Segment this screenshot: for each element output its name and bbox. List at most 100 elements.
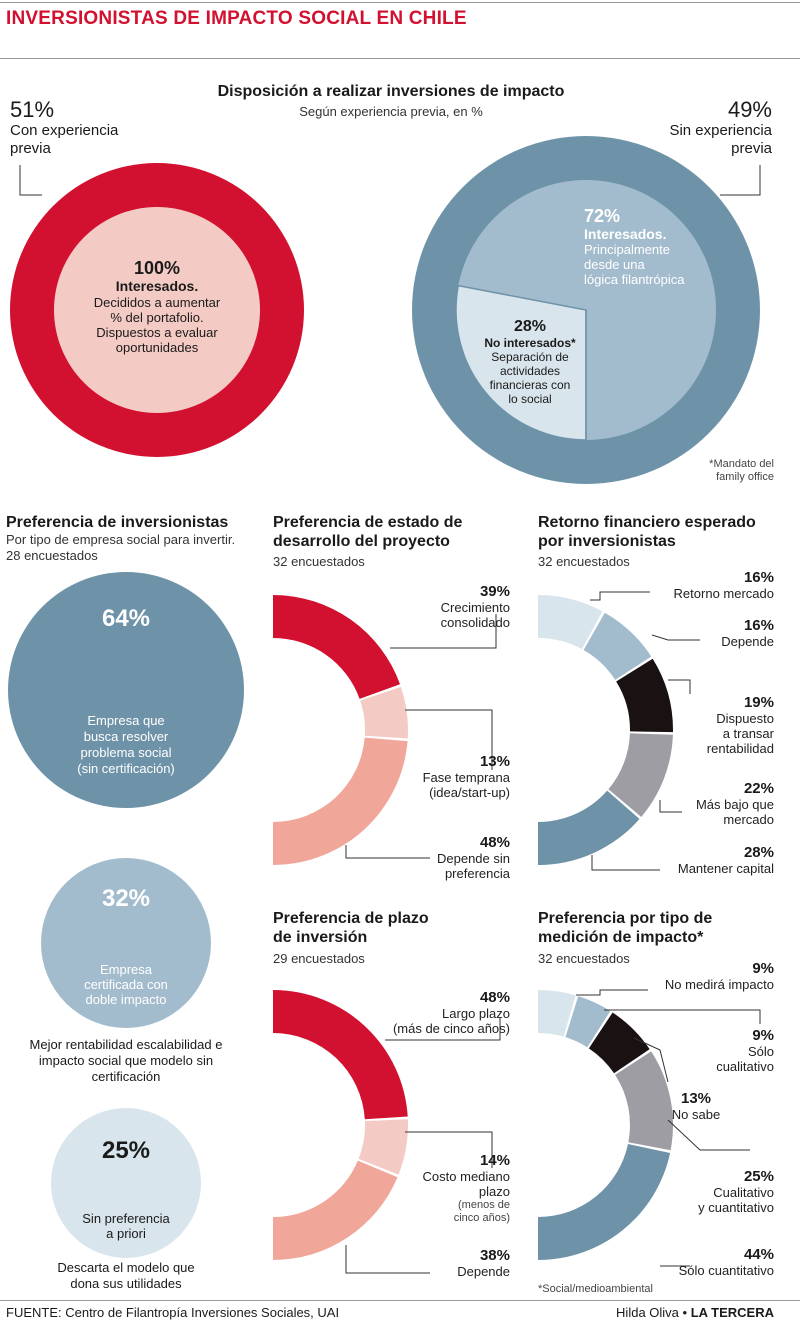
bubble-25-label: Sin preferencia a priori [82, 1211, 170, 1241]
col3b-pct-1: 9% [752, 1027, 774, 1044]
col3a-label-2: Dispuesto a transar rentabilidad [706, 711, 774, 756]
col2b-pct-1: 14% [479, 1152, 510, 1169]
col3a-pct-4: 28% [743, 844, 774, 861]
col2b-label-1: Costo mediano plazo [422, 1169, 510, 1199]
col2b-leader-0 [385, 1018, 501, 1041]
right-no-text: Separación de actividades financieras co… [489, 350, 571, 406]
left-pct: 51% [10, 97, 55, 122]
right-no-pct: 28% [513, 318, 547, 335]
col2b-label-0: Largo plazo [442, 1006, 510, 1021]
col3b-segment-1 [565, 996, 611, 1048]
col3b-segment-0 [538, 990, 576, 1037]
footer-outlet: LA TERCERA [690, 1305, 774, 1320]
footer-bullet: • [682, 1305, 691, 1320]
col2b-note-0: (más de cinco años) [392, 1021, 510, 1036]
col3b-label-3: Cualitativo y cuantitativo [698, 1185, 774, 1215]
col3a-label-0: Retorno mercado [673, 586, 774, 601]
col3b-label-1: Sólo cualitativo [716, 1044, 774, 1074]
col2a-label-1: Fase temprana (idea/start-up) [422, 770, 510, 800]
col1-subtitle: Por tipo de empresa social para invertir… [6, 532, 236, 563]
col2b-segment-0 [273, 990, 408, 1120]
col2a-label-2: Depende sin preferencia [437, 851, 510, 881]
bubble-25-note: Descarta el modelo que dona sus utilidad… [57, 1260, 195, 1291]
right-interested-title: Interesados. [584, 226, 667, 242]
col2a-segment-1 [360, 686, 408, 739]
col3a-segment-2 [616, 658, 673, 733]
col3a-subtitle: 32 encuestados [538, 554, 630, 569]
col2b-note-1: (menos de cinco años) [453, 1199, 510, 1224]
right-label: Sin experiencia previa [669, 122, 772, 157]
bubble-64-label: Empresa que busca resolver problema soci… [77, 713, 175, 776]
col3a-segment-0 [538, 595, 603, 650]
col3a-pct-2: 19% [743, 694, 774, 711]
right-not-interested-slice [455, 284, 587, 441]
left-inner-disc [54, 207, 260, 413]
col3b-segment-3 [615, 1051, 673, 1151]
col2b-segment-2 [273, 1160, 398, 1260]
col2a-subtitle: 32 encuestados [273, 554, 365, 569]
col3a-leader-0 [590, 591, 650, 601]
col2b-leader-1 [405, 1131, 493, 1168]
col3a-pct-0: 16% [743, 569, 774, 586]
left-inner-title: Interesados. [115, 278, 199, 294]
col3b-label-2: No sabe [671, 1107, 721, 1122]
col3a-pct-3: 22% [743, 780, 774, 797]
col3b-label-4: Sólo cuantitativo [678, 1263, 774, 1278]
right-interested-pct: 72% [584, 206, 621, 226]
section1-title: Disposición a realizar inversiones de im… [217, 83, 565, 100]
bubble-32-note: Mejor rentabilidad escalabilidad e impac… [29, 1037, 223, 1084]
col2a-label-0: Crecimiento consolidado [440, 600, 510, 630]
col3b-leader-3 [667, 1119, 750, 1151]
col3a-leader-1 [651, 634, 700, 641]
col3b-pct-4: 44% [743, 1246, 774, 1263]
col3b-footnote: *Social/medioambiental [538, 1283, 653, 1295]
col2a-pct-1: 13% [479, 753, 510, 770]
col3b-leader-0 [576, 989, 648, 996]
col2a-leader-0 [390, 614, 497, 649]
col2a-leader-1 [405, 709, 493, 770]
col3b-pct-0: 9% [752, 960, 774, 977]
col3a-leader-2 [668, 679, 691, 694]
col3b-label-0: No medirá impacto [664, 977, 774, 992]
top-rings-chart [10, 136, 761, 484]
left-inner-pct: 100% [133, 258, 181, 278]
right-pct: 49% [727, 97, 772, 122]
left-label: Con experiencia previa [10, 122, 119, 157]
right-no-title: No interesados* [484, 336, 576, 350]
col2a-segment-2 [273, 737, 408, 865]
col2b-pct-0: 48% [479, 989, 510, 1006]
left-leader-line [19, 165, 42, 196]
col3a-label-4: Mantener capital [677, 861, 774, 876]
footer-author: Hilda Oliva [616, 1305, 679, 1320]
col2b-title: Preferencia de plazo de inversión [273, 910, 429, 946]
col2b-segment-1 [358, 1119, 408, 1175]
col1-title: Preferencia de inversionistas [6, 514, 229, 531]
bubble-32-label: Empresa certificada con doble impacto [84, 962, 168, 1007]
col2a-title: Preferencia de estado de desarrollo del … [273, 514, 463, 550]
col3a-label-3: Más bajo que mercado [695, 797, 774, 827]
col2b-subtitle: 29 encuestados [273, 951, 365, 966]
col2a-pct-2: 48% [479, 834, 510, 851]
col3a-label-1: Depende [721, 634, 774, 649]
col3b-title: Preferencia por tipo de medición de impa… [538, 910, 713, 946]
col3a-leader-4 [591, 855, 660, 871]
col2a-segment-0 [273, 595, 401, 699]
right-footnote: *Mandato del family office [709, 458, 774, 483]
page-title: INVERSIONISTAS DE IMPACTO SOCIAL EN CHIL… [6, 8, 467, 29]
col3b-subtitle: 32 encuestados [538, 951, 630, 966]
col3b-leader-2 [633, 1037, 669, 1083]
col3a-segment-1 [583, 612, 652, 680]
col3b-pct-3: 25% [743, 1168, 774, 1185]
bubble-64-pct: 64% [101, 605, 151, 632]
right-interested-text: Principalmente desde una lógica filantró… [584, 242, 685, 287]
col3a-pct-1: 16% [743, 617, 774, 634]
col3a-segment-3 [608, 733, 673, 817]
col3a-title: Retorno financiero esperado por inversio… [538, 514, 756, 550]
col3b-pct-2: 13% [680, 1090, 712, 1107]
col2a-leader-2 [345, 845, 430, 859]
col3b-leader-1 [604, 1009, 761, 1024]
col2b-pct-2: 38% [479, 1247, 510, 1264]
